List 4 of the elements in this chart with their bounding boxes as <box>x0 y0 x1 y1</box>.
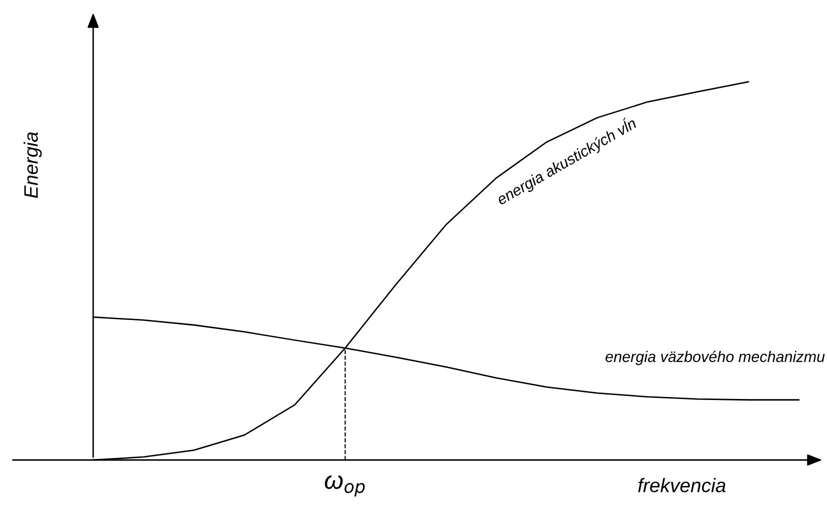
y-axis-title: Energia <box>24 132 42 198</box>
annotation: energia väzbového mechanizmu <box>606 350 825 366</box>
x-axis-title: frekvencia <box>638 478 726 492</box>
text: ω$_{op}$ <box>324 475 365 496</box>
